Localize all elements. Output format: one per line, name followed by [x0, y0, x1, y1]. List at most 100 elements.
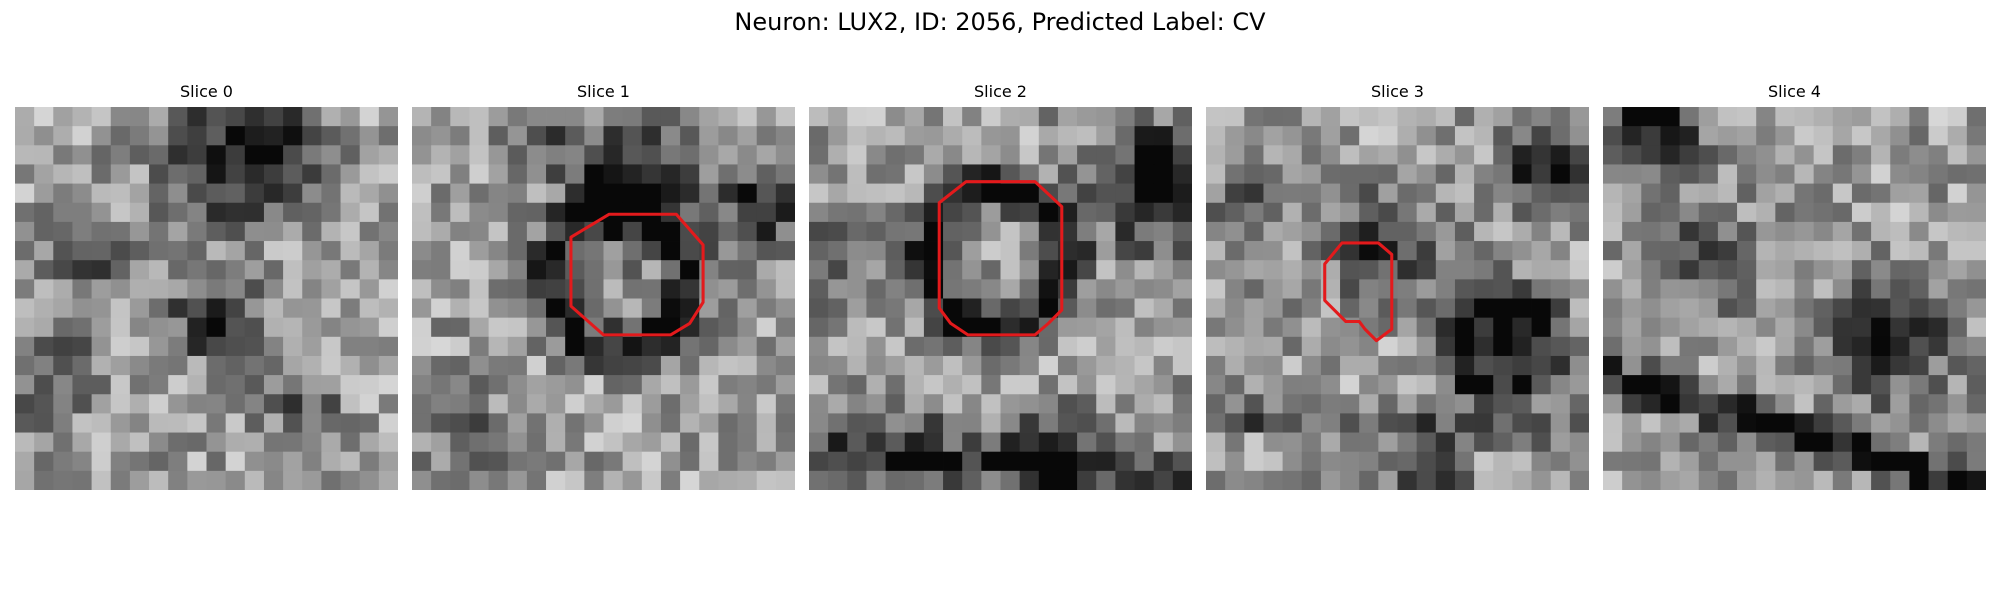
pixel-cell	[775, 470, 795, 490]
pixel-cell	[1282, 413, 1303, 433]
pixel-cell	[1416, 470, 1437, 490]
pixel-cell	[1851, 107, 1872, 127]
pixel-cell	[321, 413, 341, 433]
pixel-cell	[603, 221, 624, 242]
pixel-cell	[809, 432, 829, 453]
pixel-cell	[737, 145, 758, 165]
pixel-cell	[1641, 241, 1661, 261]
pixel-cell	[302, 241, 322, 261]
pixel-cell	[943, 126, 963, 146]
pixel-cell	[1569, 451, 1589, 472]
pixel-cell	[1000, 298, 1021, 319]
pixel-cell	[1947, 317, 1968, 338]
pixel-cell	[53, 202, 73, 223]
pixel-cell	[603, 470, 624, 490]
pixel-cell	[225, 470, 246, 490]
pixel-cell	[488, 317, 509, 338]
pixel-cell	[283, 279, 303, 299]
pixel-cell	[1909, 126, 1929, 146]
pixel-cell	[1890, 221, 1910, 242]
slice-image	[1603, 107, 1986, 490]
pixel-cell	[718, 451, 738, 472]
pixel-cell	[1890, 336, 1910, 357]
pixel-cell	[1947, 164, 1968, 184]
pixel-cell	[450, 375, 470, 395]
pixel-cell	[885, 241, 906, 261]
pixel-cell	[962, 183, 982, 204]
pixel-cell	[847, 260, 867, 280]
pixel-cell	[1115, 336, 1135, 357]
pixel-cell	[1435, 336, 1456, 357]
pixel-cell	[1038, 470, 1059, 490]
pixel-cell	[359, 413, 380, 433]
pixel-cell	[1153, 145, 1174, 165]
pixel-cell	[507, 107, 528, 127]
pixel-cell	[244, 298, 265, 319]
pixel-cell	[1474, 413, 1494, 433]
pixel-cell	[412, 164, 432, 184]
pixel-cell	[1660, 145, 1680, 165]
pixel-cell	[756, 413, 777, 433]
pixel-cell	[1851, 279, 1872, 299]
pixel-cell	[526, 298, 547, 319]
pixel-cell	[378, 413, 398, 433]
pixel-cell	[244, 145, 265, 165]
pixel-cell	[1397, 317, 1418, 338]
pixel-cell	[34, 126, 54, 146]
pixel-cell	[699, 375, 719, 395]
pixel-cell	[1512, 202, 1532, 223]
pixel-cell	[1263, 260, 1283, 280]
pixel-cell	[469, 202, 489, 223]
pixel-cell	[660, 183, 681, 204]
pixel-cell	[1737, 355, 1757, 376]
pixel-cell	[1077, 221, 1097, 242]
pixel-cell	[962, 145, 982, 165]
pixel-cell	[412, 317, 432, 338]
pixel-cell	[244, 413, 265, 433]
pixel-cell	[1493, 413, 1513, 433]
pixel-cell	[1340, 202, 1360, 223]
pixel-cell	[1397, 202, 1418, 223]
pixel-cell	[756, 126, 777, 146]
pixel-cell	[1531, 241, 1552, 261]
pixel-cell	[1603, 107, 1623, 127]
pixel-cell	[866, 470, 886, 490]
pixel-cell	[1378, 336, 1398, 357]
pixel-cell	[1206, 241, 1226, 261]
pixel-cell	[302, 279, 322, 299]
pixel-cell	[1928, 260, 1949, 280]
pixel-cell	[1641, 107, 1661, 127]
pixel-cell	[91, 375, 112, 395]
pixel-cell	[206, 145, 227, 165]
pixel-cell	[1966, 413, 1986, 433]
pixel-cell	[1134, 375, 1155, 395]
pixel-cell	[885, 432, 906, 453]
pixel-cell	[507, 260, 528, 280]
pixel-cell	[110, 279, 131, 299]
pixel-cell	[1057, 394, 1078, 414]
pixel-cell	[53, 145, 73, 165]
segmentation-outline	[937, 180, 1064, 337]
pixel-cell	[756, 183, 777, 204]
pixel-cell	[1660, 375, 1680, 395]
pixel-cell	[1435, 470, 1456, 490]
pixel-cell	[1737, 145, 1757, 165]
pixel-cell	[1550, 375, 1571, 395]
pixel-cell	[1077, 202, 1097, 223]
pixel-cell	[1531, 355, 1552, 376]
pixel-cell	[378, 470, 398, 490]
pixel-cell	[756, 221, 777, 242]
pixel-cell	[1096, 317, 1116, 338]
pixel-cell	[943, 451, 963, 472]
pixel-cell	[359, 451, 380, 472]
pixel-cell	[263, 298, 284, 319]
pixel-cell	[1909, 279, 1929, 299]
pixel-cell	[1622, 107, 1642, 127]
pixel-cell	[1172, 107, 1192, 127]
pixel-cell	[1966, 145, 1986, 165]
pixel-cell	[775, 221, 795, 242]
pixel-cell	[1890, 279, 1910, 299]
pixel-cell	[359, 432, 380, 453]
pixel-cell	[699, 470, 719, 490]
pixel-cell	[1301, 183, 1322, 204]
